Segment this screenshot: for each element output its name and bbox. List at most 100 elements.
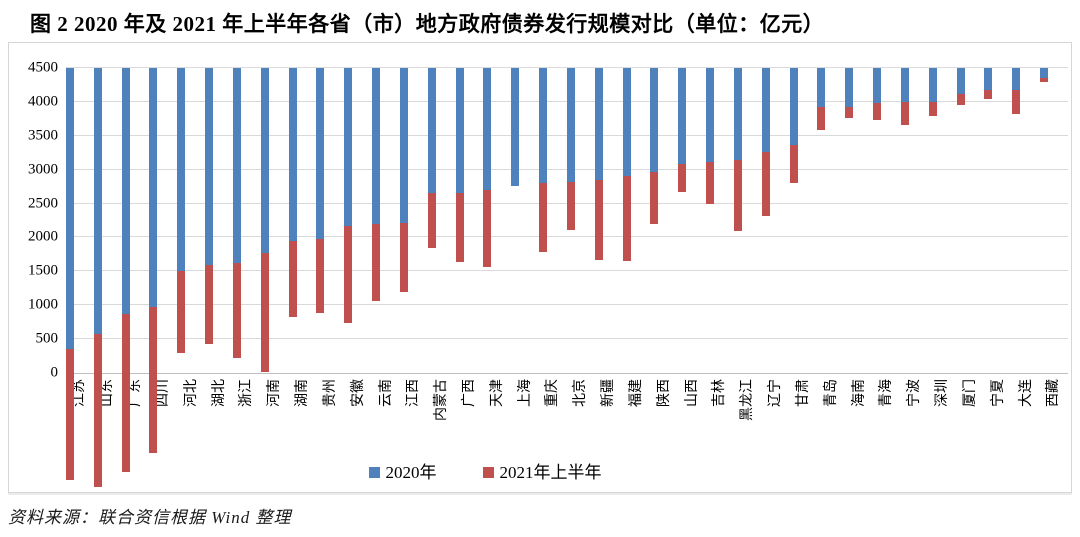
- x-axis-label: 云南: [378, 379, 394, 407]
- bar-2021h1: [566, 181, 575, 230]
- legend-swatch-2020: [368, 467, 380, 478]
- x-label-cell: 湖南: [289, 377, 317, 463]
- category-group: [817, 68, 845, 373]
- x-axis-label: 河南: [267, 379, 283, 407]
- bars-row: [66, 68, 1068, 487]
- gridline: [66, 67, 1068, 68]
- x-label-cell: 安徽: [344, 377, 372, 463]
- x-axis-labels: 江苏 山东 广东 四川 河北 湖北 浙江 河南 湖南 贵州 安徽 云南 江西 内蒙古 广西 天津 上海 重庆 北京新…: [66, 377, 1068, 463]
- y-axis: 0 500 1000 1500 2000 2500 3000 3500 4000 4500: [9, 60, 58, 380]
- bar-2021h1: [483, 190, 492, 267]
- bar-2021h1: [622, 175, 631, 262]
- bar-2020: [149, 68, 158, 308]
- bar-2020: [678, 68, 687, 164]
- category-group: [93, 68, 122, 487]
- y-axis-tick-label: 4000: [28, 93, 58, 110]
- x-axis-label: 山西: [684, 379, 700, 407]
- category-group: [678, 68, 706, 373]
- category-group: [232, 68, 261, 373]
- bar-2020: [399, 68, 408, 224]
- x-axis-label: 青岛: [823, 379, 839, 407]
- bar-2021h1: [149, 307, 158, 453]
- category-group: [789, 68, 818, 373]
- bar-2021h1: [344, 225, 353, 323]
- category-group: [984, 68, 1012, 373]
- x-label-cell: 山西: [678, 377, 706, 463]
- bar-2020: [539, 68, 548, 184]
- category-group: [622, 68, 651, 373]
- bar-2020: [372, 68, 381, 224]
- gridline: [66, 270, 1068, 272]
- bar-2021h1: [177, 271, 186, 354]
- bar-2021h1: [232, 263, 241, 359]
- category-group: [1012, 68, 1040, 373]
- bar-2021h1: [260, 253, 269, 373]
- bar-2020: [733, 68, 742, 161]
- bar-2021h1: [984, 90, 993, 99]
- category-group: [650, 68, 678, 373]
- category-group: [1039, 68, 1068, 373]
- bar-2021h1: [900, 102, 909, 126]
- category-group: [511, 68, 539, 373]
- bar-2020: [566, 68, 575, 182]
- category-group: [205, 68, 233, 373]
- bar-2021h1: [205, 264, 214, 344]
- legend-label: 2020年: [385, 463, 437, 482]
- x-axis-label: 深圳: [935, 379, 951, 407]
- x-label-cell: 深圳: [929, 377, 957, 463]
- y-axis-tick-label: 4500: [28, 59, 58, 76]
- y-axis-tick-label: 1500: [28, 262, 58, 279]
- x-label-cell: 陕西: [650, 377, 678, 463]
- category-group: [483, 68, 511, 373]
- category-group: [316, 68, 344, 373]
- source-note: 资料来源：联合资信根据 Wind 整理: [8, 508, 292, 527]
- category-group: [427, 68, 456, 373]
- category-group: [66, 68, 94, 481]
- bar-2021h1: [288, 240, 297, 317]
- bar-2020: [873, 68, 882, 103]
- bar-2021h1: [928, 101, 937, 117]
- bar-2020: [650, 68, 659, 172]
- x-axis-label: 湖南: [295, 379, 311, 407]
- bar-2021h1: [817, 107, 826, 131]
- x-label-cell: 内蒙古: [428, 377, 456, 463]
- x-axis-label: 湖北: [211, 379, 227, 407]
- category-group: [149, 68, 177, 453]
- x-label-cell: 北京: [567, 377, 595, 463]
- legend-label: 2021年上半年: [499, 463, 602, 482]
- x-label-cell: 贵州: [316, 377, 344, 463]
- category-group: [566, 68, 595, 373]
- category-group: [928, 68, 957, 373]
- bar-2021h1: [761, 152, 770, 217]
- x-label-cell: 甘肃: [790, 377, 818, 463]
- bar-2021h1: [372, 223, 381, 302]
- x-label-cell: 湖北: [205, 377, 233, 463]
- x-label-cell: 河北: [177, 377, 205, 463]
- x-label-cell: 新疆: [595, 377, 623, 463]
- category-group: [121, 68, 150, 472]
- bar-2020: [817, 68, 826, 108]
- x-label-cell: 青海: [873, 377, 901, 463]
- x-axis-label: 大连: [1018, 379, 1034, 407]
- bar-2020: [761, 68, 770, 153]
- bar-2021h1: [66, 349, 74, 481]
- x-axis-label: 重庆: [545, 379, 561, 407]
- bar-2020: [706, 68, 715, 163]
- x-label-cell: 大连: [1012, 377, 1040, 463]
- bar-2021h1: [121, 314, 130, 472]
- x-label-cell: 黑龙江: [734, 377, 762, 463]
- x-label-cell: 云南: [372, 377, 400, 463]
- category-group: [372, 68, 400, 373]
- category-group: [455, 68, 484, 373]
- figure-title: 图 2 2020 年及 2021 年上半年各省（市）地方政府债券发行规模对比（单…: [30, 12, 825, 36]
- x-axis-label: 黑龙江: [740, 379, 756, 421]
- bar-2020: [956, 68, 965, 95]
- x-axis-label: 青海: [879, 379, 895, 407]
- bar-2021h1: [455, 192, 464, 262]
- category-group: [260, 68, 289, 373]
- plot-area: [66, 67, 1068, 487]
- legend-swatch-2021h1: [482, 467, 494, 478]
- bar-2020: [1012, 68, 1021, 90]
- category-group: [344, 68, 372, 373]
- bar-2021h1: [845, 106, 854, 118]
